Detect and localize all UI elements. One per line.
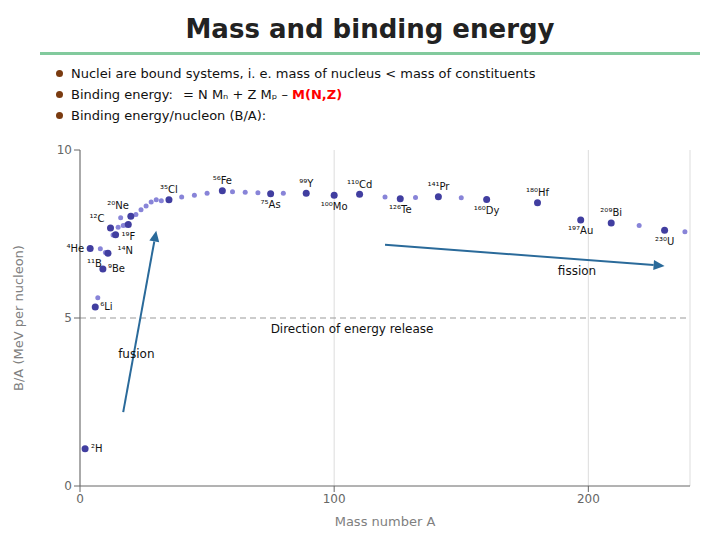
svg-text:¹²C: ¹²C [90,213,105,224]
svg-text:0: 0 [76,492,84,506]
svg-text:³⁵Cl: ³⁵Cl [160,184,178,195]
svg-text:¹²⁶Te: ¹²⁶Te [389,204,412,215]
svg-text:fusion: fusion [118,347,154,361]
svg-text:¹⁴N: ¹⁴N [118,245,134,256]
svg-text:⁹Be: ⁹Be [108,263,125,274]
html-text:= N Mₙ + Z Mₚ – M(N,Z): = N Mₙ + Z Mₚ – M(N,Z) [183,87,343,102]
svg-text:10: 10 [57,143,72,157]
svg-text:²H: ²H [91,443,103,454]
svg-text:Mass number A: Mass number A [335,514,436,529]
html-text:Binding energy:: Binding energy: [71,87,173,102]
svg-text:¹⁸⁰Hf: ¹⁸⁰Hf [526,187,550,198]
svg-text:200: 200 [577,492,600,506]
svg-text:²³⁰U: ²³⁰U [655,236,674,247]
svg-text:B/A (MeV per nucleon): B/A (MeV per nucleon) [11,245,26,391]
svg-text:¹¹⁰Cd: ¹¹⁰Cd [347,179,372,190]
svg-text:¹⁶⁰Dy: ¹⁶⁰Dy [474,205,500,216]
html-text:Nuclei are bound systems, i. e: Nuclei are bound systems, i. e. mass of … [71,66,536,81]
svg-text:⁶Li: ⁶Li [100,301,112,312]
svg-text:5: 5 [64,311,72,325]
svg-text:¹⁴¹Pr: ¹⁴¹Pr [427,181,450,192]
svg-text:⁴He: ⁴He [66,243,84,254]
svg-text:⁹⁹Y: ⁹⁹Y [299,178,314,189]
svg-text:¹⁰⁰Mo: ¹⁰⁰Mo [321,201,348,212]
svg-text:Direction of energy release: Direction of energy release [271,322,434,336]
svg-text:fission: fission [558,264,596,278]
svg-text:¹⁹⁷Au: ¹⁹⁷Au [568,225,593,236]
svg-text:²⁰⁹Bi: ²⁰⁹Bi [600,207,622,218]
svg-text:⁵⁶Fe: ⁵⁶Fe [213,175,232,186]
html-text:Mass and binding energy: Mass and binding energy [185,14,555,44]
html-text:Binding energy/nucleon (B/A):: Binding energy/nucleon (B/A): [71,108,267,123]
svg-text:¹⁹F: ¹⁹F [121,231,135,242]
svg-text:⁷⁵As: ⁷⁵As [261,199,281,210]
svg-text:²⁰Ne: ²⁰Ne [107,200,129,211]
svg-text:0: 0 [64,479,72,493]
svg-text:100: 100 [323,492,346,506]
svg-text:¹¹B: ¹¹B [87,258,102,269]
